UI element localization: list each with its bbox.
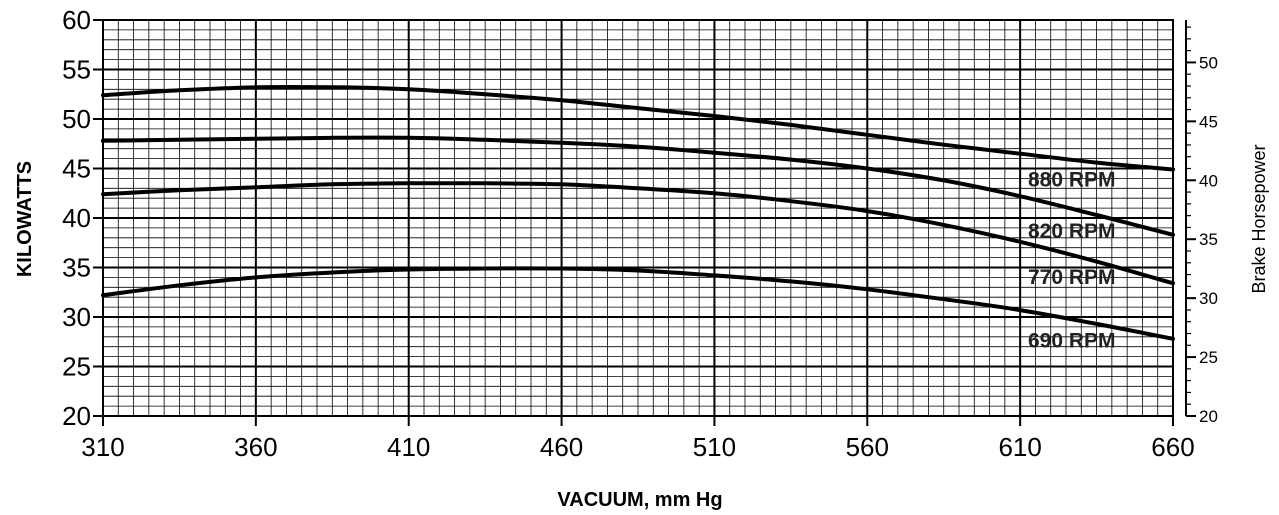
series-line-2	[101, 181, 1175, 286]
x-tick-label: 410	[387, 432, 430, 462]
series-labels: 880 RPM 820 RPM 770 RPM 690 RPM	[1028, 168, 1116, 352]
series-label-1: 820 RPM	[1028, 220, 1116, 243]
y-tick-label: 25	[62, 352, 91, 382]
y2-tick-label: 20	[1199, 407, 1218, 426]
x-tick-label: 610	[998, 432, 1041, 462]
y2-tick-label: 35	[1199, 230, 1218, 249]
y2-tick-label: 50	[1199, 53, 1218, 72]
y-tick-label: 50	[62, 104, 91, 134]
y-tick-label: 60	[62, 5, 91, 35]
series-line-1	[101, 135, 1175, 237]
series-curves	[101, 84, 1175, 341]
x-tick-label: 310	[81, 432, 124, 462]
axis-ticks: 310 360 410 460 510 560 610 660 20 25 30 35 40 45 50 55…	[62, 5, 1218, 462]
y-tick-label: 40	[62, 203, 91, 233]
x-tick-label: 560	[846, 432, 889, 462]
series-line-0	[101, 84, 1175, 172]
y2-tick-label: 40	[1199, 171, 1218, 190]
x-tick-label: 660	[1151, 432, 1194, 462]
x-tick-label: 360	[234, 432, 277, 462]
grid	[102, 19, 1174, 417]
y2-axis-title: Brake Horsepower	[1249, 144, 1269, 293]
x-tick-label: 510	[693, 432, 736, 462]
series-label-3: 690 RPM	[1028, 329, 1116, 352]
y-tick-label: 30	[62, 302, 91, 332]
y-tick-label: 45	[62, 154, 91, 184]
y2-tick-label: 30	[1199, 289, 1218, 308]
x-axis-title: VACUUM, mm Hg	[557, 489, 722, 511]
series-label-2: 770 RPM	[1028, 266, 1116, 289]
series-line-3	[101, 266, 1175, 341]
series-label-0: 880 RPM	[1028, 168, 1116, 191]
x-tick-label: 460	[540, 432, 583, 462]
y-tick-label: 35	[62, 253, 91, 283]
y-tick-label: 55	[62, 55, 91, 85]
y2-tick-label: 45	[1199, 112, 1218, 131]
y2-tick-label: 25	[1199, 348, 1218, 367]
y-tick-label: 20	[62, 401, 91, 431]
y-axis-title: KILOWATTS	[14, 161, 36, 277]
